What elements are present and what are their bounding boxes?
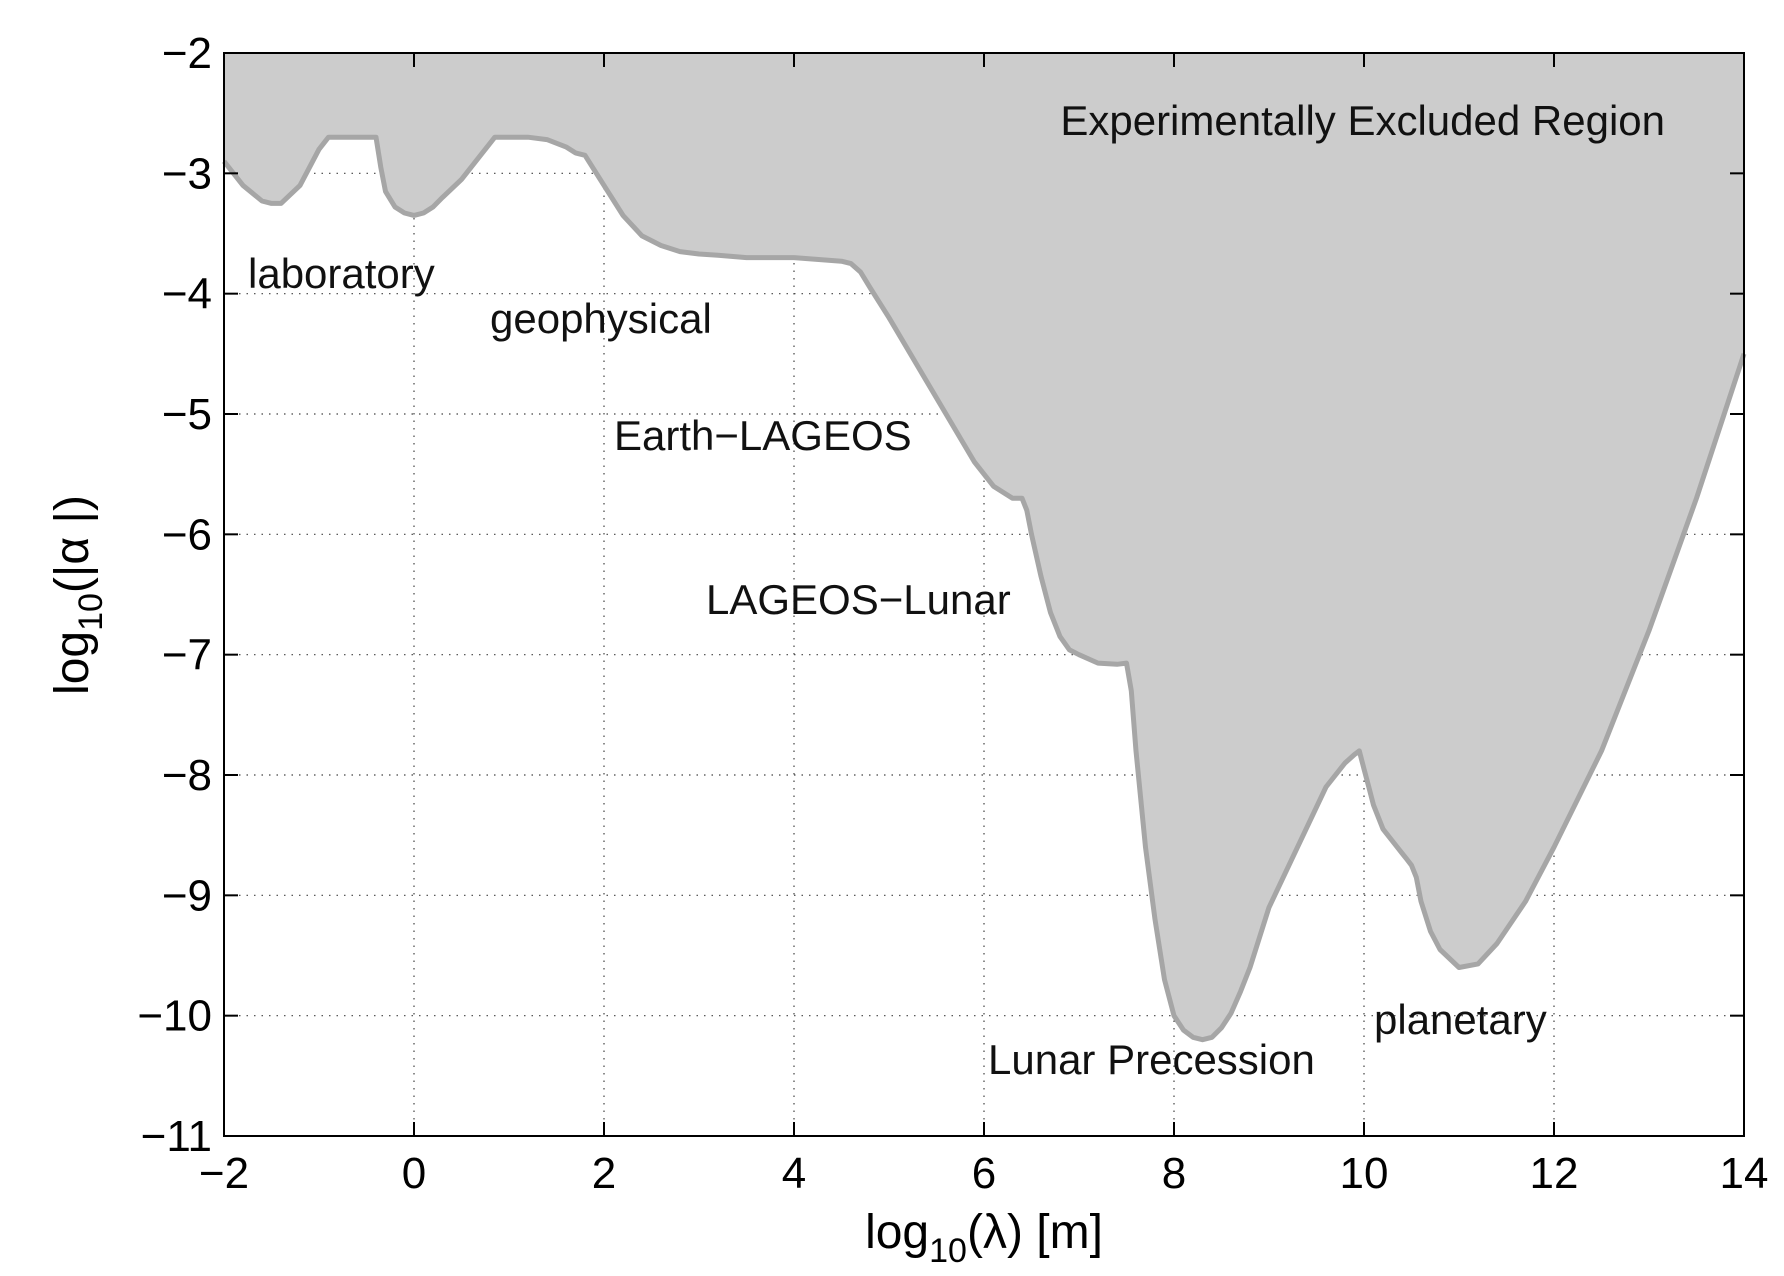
x-tick-label: 14 bbox=[1720, 1149, 1769, 1198]
x-tick-label: 6 bbox=[972, 1149, 996, 1198]
y-tick-label: −3 bbox=[162, 149, 212, 198]
x-axis-label-rest: (λ) [m] bbox=[967, 1206, 1103, 1259]
y-axis-label: log10(|α |) bbox=[46, 495, 110, 695]
annotation-excluded-region: Experimentally Excluded Region bbox=[1060, 97, 1665, 144]
y-tick-label: −9 bbox=[162, 871, 212, 920]
annotation-earth-lageos: Earth−LAGEOS bbox=[614, 412, 912, 459]
axis-ticks: −2 0 2 4 6 8 10 12 14 −11 −10 −9 −8 −7 −6 −5 −4 −3 −2 bbox=[137, 29, 1768, 1198]
x-tick-label: 12 bbox=[1530, 1149, 1579, 1198]
x-axis-label-subscript: 10 bbox=[929, 1232, 967, 1270]
y-tick-label: −11 bbox=[141, 1112, 212, 1161]
y-tick-label: −5 bbox=[162, 390, 212, 439]
y-tick-label: −7 bbox=[162, 631, 212, 680]
x-tick-label: 4 bbox=[782, 1149, 806, 1198]
excluded-region-area bbox=[224, 53, 1744, 1040]
y-axis-label-base: log bbox=[46, 631, 99, 695]
y-tick-label: −6 bbox=[162, 510, 212, 559]
y-tick-label: −8 bbox=[162, 751, 212, 800]
excluded-region-boundary bbox=[222, 134, 1747, 1043]
annotation-lunar-precession: Lunar Precession bbox=[988, 1036, 1315, 1083]
x-tick-label: −2 bbox=[199, 1149, 249, 1198]
y-tick-label: −4 bbox=[162, 270, 212, 319]
y-tick-label: −10 bbox=[137, 992, 212, 1041]
x-axis-label-base: log bbox=[865, 1206, 929, 1259]
y-axis-label-subscript: 10 bbox=[72, 593, 110, 631]
annotation-laboratory: laboratory bbox=[248, 250, 435, 297]
x-tick-label: 0 bbox=[402, 1149, 426, 1198]
x-tick-label: 8 bbox=[1162, 1149, 1186, 1198]
y-axis-label-rest: (|α |) bbox=[46, 495, 99, 593]
y-tick-label: −2 bbox=[162, 29, 212, 78]
annotation-lageos-lunar: LAGEOS−Lunar bbox=[706, 576, 1011, 623]
annotation-geophysical: geophysical bbox=[490, 295, 712, 342]
x-tick-label: 2 bbox=[592, 1149, 616, 1198]
x-axis-label: log10(λ) [m] bbox=[865, 1206, 1103, 1270]
x-tick-label: 10 bbox=[1340, 1149, 1389, 1198]
annotation-planetary: planetary bbox=[1374, 996, 1547, 1043]
